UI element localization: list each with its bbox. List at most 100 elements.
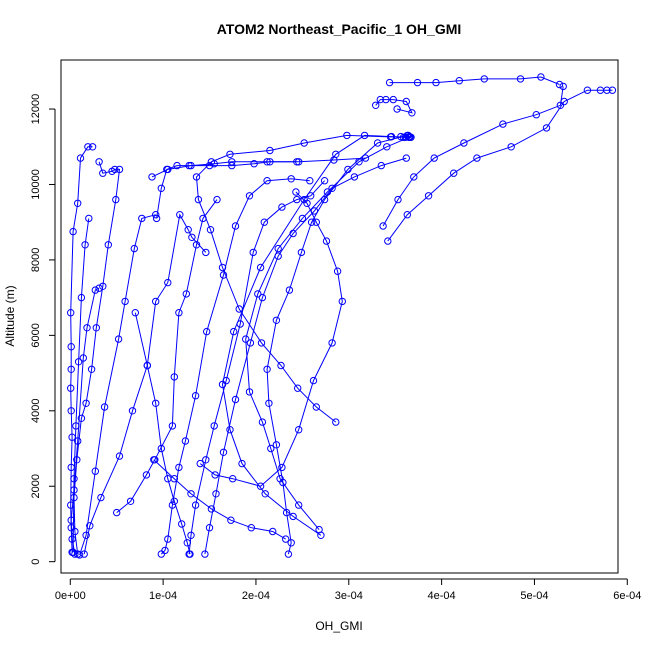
y-axis: 0 2000 4000 6000 8000 10000 12000 <box>30 94 56 565</box>
x-axis: 0e+00 1e-04 2e-04 3e-04 4e-04 5e-04 6e-04 <box>55 578 641 602</box>
data-point <box>532 111 540 119</box>
data-point <box>74 437 82 445</box>
data-point <box>361 154 370 162</box>
data-point <box>152 399 160 407</box>
series-5 <box>80 211 210 558</box>
series-line <box>70 146 93 553</box>
data-point <box>74 199 82 208</box>
data-point <box>99 282 107 290</box>
data-point <box>516 75 525 83</box>
series-line <box>72 218 90 553</box>
data-point <box>67 365 75 373</box>
data-point <box>389 95 397 104</box>
data-point <box>402 97 410 106</box>
data-point <box>212 490 220 498</box>
data-point <box>328 184 336 193</box>
data-point <box>261 490 269 498</box>
y-tick-label: 4000 <box>30 399 42 423</box>
data-point <box>537 73 545 81</box>
data-point <box>377 161 385 170</box>
data-point <box>157 550 166 558</box>
data-point <box>383 143 391 151</box>
series-22 <box>397 131 414 142</box>
series-line <box>156 161 297 219</box>
data-point <box>269 527 277 536</box>
data-point <box>130 244 139 253</box>
data-point <box>207 505 216 513</box>
data-point <box>382 95 390 104</box>
data-point <box>332 418 340 426</box>
series-8 <box>185 177 329 558</box>
data-point <box>372 101 380 110</box>
data-point <box>282 535 290 543</box>
data-point <box>555 80 564 89</box>
series-17 <box>148 154 370 181</box>
series-line <box>70 287 100 555</box>
series-line <box>387 89 613 242</box>
data-point <box>202 248 210 257</box>
data-point <box>404 131 412 140</box>
data-point <box>206 226 215 234</box>
data-point <box>373 139 382 147</box>
data-point <box>312 403 320 411</box>
series-20 <box>372 95 416 117</box>
data-point <box>81 241 89 249</box>
data-point <box>450 169 458 177</box>
data-point <box>276 475 284 483</box>
data-point <box>287 539 295 547</box>
data-point <box>413 78 422 87</box>
data-point <box>187 531 195 539</box>
data-point <box>178 520 186 528</box>
data-point <box>230 327 238 336</box>
data-point <box>73 456 81 464</box>
data-point <box>293 195 301 204</box>
data-point <box>229 475 237 483</box>
data-point <box>86 522 94 530</box>
data-point <box>218 263 227 272</box>
data-point <box>226 150 234 159</box>
series-18 <box>384 86 617 245</box>
data-point <box>99 169 107 177</box>
data-point <box>410 173 418 181</box>
data-point <box>211 471 219 479</box>
series-24 <box>69 214 93 556</box>
data-point <box>333 267 342 275</box>
data-point <box>67 309 75 317</box>
data-point <box>104 241 113 249</box>
data-point <box>152 214 161 223</box>
data-point <box>249 248 257 257</box>
data-point <box>274 244 282 253</box>
data-point <box>385 78 394 87</box>
x-tick-label: 1e-04 <box>149 590 177 602</box>
data-point <box>228 158 236 166</box>
data-point <box>350 173 359 181</box>
series-line <box>134 312 191 555</box>
data-point <box>186 550 194 558</box>
y-tick-label: 10000 <box>30 169 42 200</box>
data-point <box>205 161 214 170</box>
data-point <box>69 548 77 556</box>
series-line <box>195 134 410 423</box>
data-point <box>161 546 169 555</box>
data-point <box>250 160 258 168</box>
data-point <box>74 358 83 366</box>
data-point <box>72 422 80 430</box>
series-line <box>83 213 207 555</box>
data-point <box>113 508 121 517</box>
data-point <box>408 109 416 117</box>
data-point <box>277 361 285 370</box>
data-point <box>267 444 275 453</box>
data-point <box>245 388 254 396</box>
data-point <box>556 101 565 110</box>
x-tick-label: 2e-04 <box>242 590 270 602</box>
data-point <box>191 392 200 400</box>
data-point <box>92 324 101 332</box>
data-point <box>210 422 218 430</box>
series-4 <box>75 211 160 559</box>
data-point <box>278 463 286 472</box>
data-point <box>257 339 266 347</box>
series-line <box>245 136 410 530</box>
data-point <box>320 195 329 204</box>
data-point <box>181 437 190 445</box>
